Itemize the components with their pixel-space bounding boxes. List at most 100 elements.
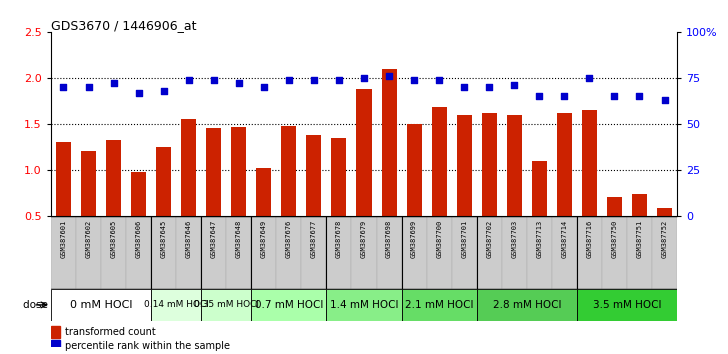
- Text: GSM387714: GSM387714: [561, 219, 567, 258]
- Bar: [477, 216, 502, 289]
- Bar: [176, 216, 201, 289]
- Text: GSM387713: GSM387713: [537, 219, 542, 258]
- Bar: [352, 216, 376, 289]
- Bar: [151, 216, 176, 289]
- Text: GSM387678: GSM387678: [336, 219, 342, 258]
- Bar: [632, 194, 647, 216]
- Point: [433, 77, 445, 82]
- Point: [283, 77, 295, 82]
- Text: GSM387679: GSM387679: [361, 219, 367, 258]
- Bar: [477, 289, 577, 321]
- Point: [183, 77, 194, 82]
- Text: GSM387698: GSM387698: [386, 219, 392, 258]
- Text: 3.5 mM HOCl: 3.5 mM HOCl: [593, 300, 661, 310]
- Bar: [357, 89, 371, 216]
- Bar: [106, 140, 121, 216]
- Point: [108, 80, 119, 86]
- Text: 0.35 mM HOCl: 0.35 mM HOCl: [194, 301, 258, 309]
- Bar: [577, 216, 602, 289]
- Text: 1.4 mM HOCl: 1.4 mM HOCl: [330, 300, 398, 310]
- Text: GSM387645: GSM387645: [161, 219, 167, 258]
- Bar: [557, 113, 572, 216]
- Bar: [256, 168, 272, 216]
- Bar: [81, 151, 96, 216]
- Bar: [456, 115, 472, 216]
- Point: [508, 82, 520, 88]
- Text: GSM387699: GSM387699: [411, 219, 417, 258]
- Bar: [376, 216, 402, 289]
- Text: GSM387750: GSM387750: [612, 219, 617, 258]
- Point: [258, 84, 269, 90]
- Text: transformed count: transformed count: [65, 327, 156, 337]
- Bar: [381, 69, 397, 216]
- Bar: [251, 216, 277, 289]
- Bar: [226, 216, 251, 289]
- Bar: [652, 216, 677, 289]
- Point: [483, 84, 495, 90]
- Bar: [232, 127, 246, 216]
- Bar: [402, 216, 427, 289]
- Bar: [306, 135, 322, 216]
- Text: percentile rank within the sample: percentile rank within the sample: [65, 341, 230, 351]
- Text: GSM387703: GSM387703: [511, 219, 518, 258]
- Bar: [552, 216, 577, 289]
- Bar: [326, 216, 352, 289]
- Bar: [507, 115, 522, 216]
- Text: GSM387700: GSM387700: [436, 219, 442, 258]
- Bar: [156, 147, 171, 216]
- Bar: [627, 216, 652, 289]
- Bar: [602, 216, 627, 289]
- Bar: [406, 124, 422, 216]
- Bar: [51, 216, 76, 289]
- Bar: [582, 110, 597, 216]
- Bar: [201, 216, 226, 289]
- Text: GSM387702: GSM387702: [486, 219, 492, 258]
- Bar: [51, 340, 60, 352]
- Bar: [531, 160, 547, 216]
- Point: [233, 80, 245, 86]
- Point: [659, 97, 670, 103]
- Bar: [51, 289, 151, 321]
- Bar: [126, 216, 151, 289]
- Text: 2.8 mM HOCl: 2.8 mM HOCl: [493, 300, 561, 310]
- Text: GDS3670 / 1446906_at: GDS3670 / 1446906_at: [51, 19, 197, 32]
- Bar: [502, 216, 527, 289]
- Text: 0.7 mM HOCl: 0.7 mM HOCl: [255, 300, 323, 310]
- Text: GSM387647: GSM387647: [210, 219, 217, 258]
- Point: [459, 84, 470, 90]
- Text: GSM387646: GSM387646: [186, 219, 191, 258]
- Bar: [657, 208, 672, 216]
- Point: [558, 93, 570, 99]
- Text: 2.1 mM HOCl: 2.1 mM HOCl: [405, 300, 473, 310]
- Point: [132, 90, 144, 95]
- Text: GSM387701: GSM387701: [461, 219, 467, 258]
- Point: [383, 73, 395, 79]
- Point: [633, 93, 645, 99]
- Text: GSM387677: GSM387677: [311, 219, 317, 258]
- Bar: [331, 138, 347, 216]
- Text: GSM387676: GSM387676: [286, 219, 292, 258]
- Text: GSM387602: GSM387602: [85, 219, 92, 258]
- Bar: [76, 216, 101, 289]
- Bar: [181, 119, 197, 216]
- Point: [408, 77, 420, 82]
- Text: GSM387648: GSM387648: [236, 219, 242, 258]
- Text: GSM387752: GSM387752: [662, 219, 668, 258]
- Point: [358, 75, 370, 81]
- Point: [158, 88, 170, 93]
- Text: GSM387751: GSM387751: [636, 219, 643, 258]
- Text: GSM387606: GSM387606: [135, 219, 142, 258]
- Bar: [151, 289, 201, 321]
- Bar: [402, 289, 477, 321]
- Bar: [527, 216, 552, 289]
- Bar: [51, 326, 60, 338]
- Bar: [206, 129, 221, 216]
- Text: GSM387605: GSM387605: [111, 219, 116, 258]
- Point: [58, 84, 69, 90]
- Bar: [326, 289, 402, 321]
- Bar: [432, 107, 447, 216]
- Point: [609, 93, 620, 99]
- Bar: [482, 113, 496, 216]
- Point: [333, 77, 345, 82]
- Bar: [56, 142, 71, 216]
